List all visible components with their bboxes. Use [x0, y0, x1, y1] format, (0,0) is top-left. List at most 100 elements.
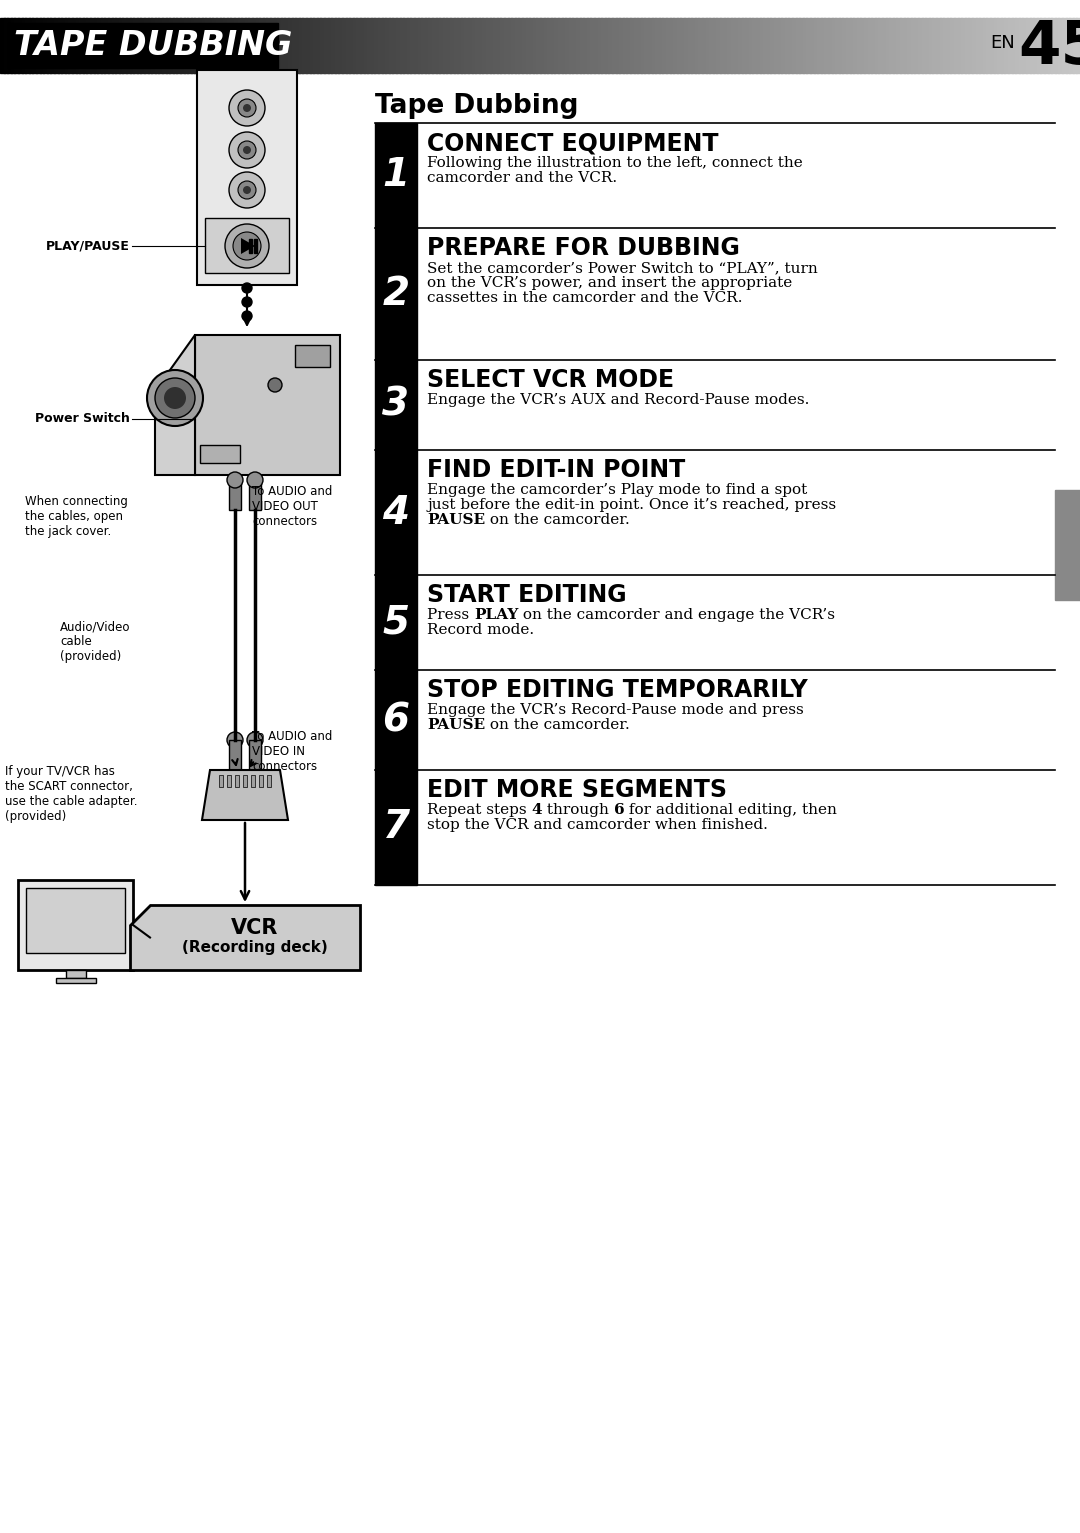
- Bar: [954, 18, 959, 74]
- Circle shape: [147, 369, 203, 426]
- Bar: [450, 18, 455, 74]
- Bar: [11, 18, 15, 74]
- Bar: [821, 18, 825, 74]
- Bar: [65, 18, 69, 74]
- Bar: [94, 18, 98, 74]
- Bar: [543, 18, 549, 74]
- Bar: [14, 18, 19, 74]
- Text: 5: 5: [382, 604, 409, 641]
- Bar: [853, 18, 858, 74]
- Bar: [111, 18, 117, 74]
- Bar: [799, 18, 804, 74]
- Bar: [86, 18, 91, 74]
- Bar: [756, 18, 760, 74]
- Bar: [781, 18, 786, 74]
- Bar: [3, 18, 9, 74]
- Text: EDIT MORE SEGMENTS: EDIT MORE SEGMENTS: [427, 779, 727, 802]
- Bar: [926, 18, 930, 74]
- Bar: [694, 18, 700, 74]
- Bar: [605, 18, 609, 74]
- Bar: [1066, 18, 1070, 74]
- Bar: [591, 18, 595, 74]
- Text: PLAY: PLAY: [474, 609, 518, 622]
- Circle shape: [268, 379, 282, 392]
- Bar: [764, 18, 768, 74]
- Bar: [332, 18, 336, 74]
- Text: When connecting
the cables, open
the jack cover.: When connecting the cables, open the jac…: [25, 495, 127, 538]
- Text: CONNECT EQUIPMENT: CONNECT EQUIPMENT: [427, 130, 718, 155]
- Bar: [759, 18, 765, 74]
- Bar: [251, 776, 255, 786]
- Bar: [975, 18, 981, 74]
- Bar: [249, 740, 261, 770]
- Bar: [18, 18, 23, 74]
- Bar: [691, 18, 696, 74]
- Bar: [565, 18, 570, 74]
- Circle shape: [243, 104, 251, 112]
- Bar: [375, 123, 417, 228]
- Bar: [1037, 18, 1041, 74]
- Bar: [252, 18, 257, 74]
- Bar: [910, 18, 916, 74]
- Bar: [705, 18, 711, 74]
- Bar: [619, 18, 624, 74]
- Bar: [386, 18, 390, 74]
- Bar: [259, 18, 264, 74]
- Circle shape: [229, 132, 265, 169]
- Bar: [997, 18, 1002, 74]
- Bar: [18, 880, 133, 970]
- Bar: [921, 18, 927, 74]
- Bar: [54, 18, 58, 74]
- Bar: [785, 18, 789, 74]
- Circle shape: [247, 472, 264, 487]
- Bar: [316, 18, 322, 74]
- Bar: [184, 18, 188, 74]
- Text: (Recording deck): (Recording deck): [183, 940, 328, 955]
- Bar: [176, 18, 181, 74]
- Bar: [1051, 18, 1056, 74]
- Bar: [835, 18, 840, 74]
- Bar: [569, 18, 573, 74]
- Bar: [464, 18, 469, 74]
- Bar: [90, 18, 95, 74]
- Bar: [200, 445, 240, 463]
- Bar: [375, 451, 417, 575]
- Circle shape: [242, 284, 252, 293]
- Bar: [83, 18, 87, 74]
- Bar: [745, 18, 750, 74]
- Bar: [936, 18, 941, 74]
- Bar: [666, 18, 671, 74]
- Bar: [40, 18, 44, 74]
- Bar: [472, 18, 476, 74]
- Bar: [389, 18, 393, 74]
- Bar: [497, 18, 501, 74]
- Text: VCR: VCR: [231, 917, 279, 938]
- Text: 1: 1: [382, 156, 409, 195]
- Bar: [259, 776, 264, 786]
- Bar: [842, 18, 847, 74]
- Bar: [558, 18, 563, 74]
- Bar: [306, 18, 311, 74]
- Bar: [986, 18, 991, 74]
- Bar: [213, 18, 217, 74]
- Bar: [947, 18, 951, 74]
- Bar: [637, 18, 642, 74]
- Bar: [494, 18, 498, 74]
- Bar: [162, 18, 166, 74]
- Text: stop the VCR and camcorder when finished.: stop the VCR and camcorder when finished…: [427, 819, 768, 832]
- Bar: [62, 18, 66, 74]
- Bar: [713, 18, 717, 74]
- Bar: [454, 18, 458, 74]
- Bar: [576, 18, 581, 74]
- Bar: [677, 18, 681, 74]
- Bar: [734, 18, 739, 74]
- Bar: [267, 776, 271, 786]
- Text: Tape Dubbing: Tape Dubbing: [375, 94, 579, 120]
- Circle shape: [225, 224, 269, 268]
- Bar: [932, 18, 937, 74]
- Bar: [586, 18, 592, 74]
- Text: 4: 4: [531, 803, 542, 817]
- Bar: [645, 18, 649, 74]
- Bar: [342, 18, 347, 74]
- Text: Set the camcorder’s Power Switch to “PLAY”, turn: Set the camcorder’s Power Switch to “PLA…: [427, 261, 818, 274]
